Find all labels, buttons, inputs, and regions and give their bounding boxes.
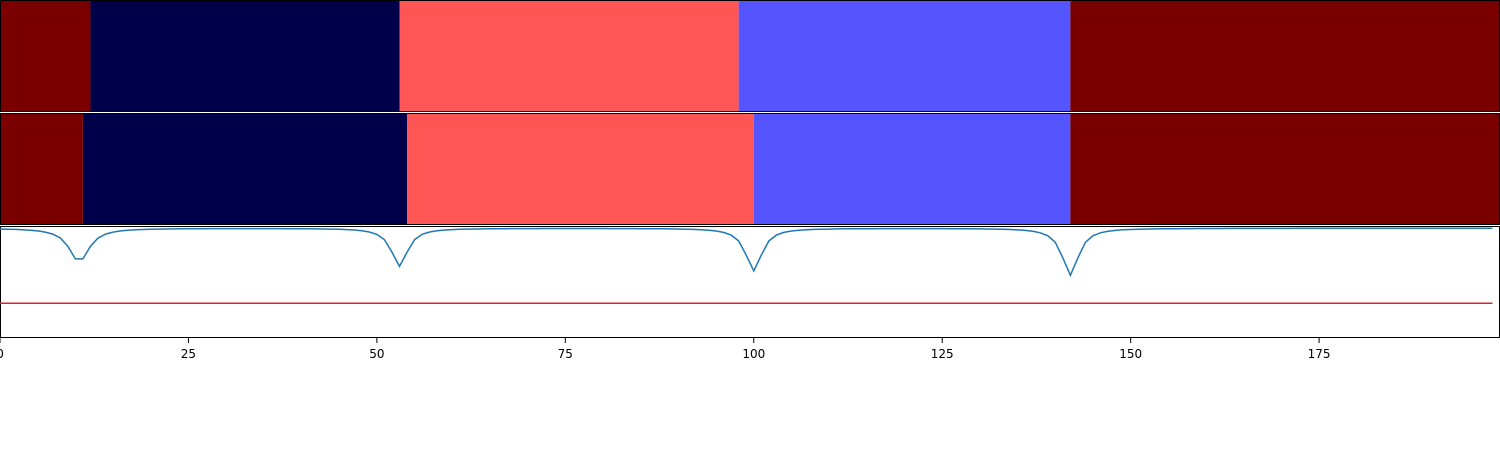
x-tick-label: 25 [181, 347, 196, 361]
signal-line [0, 227, 1493, 278]
row-2-segment-5 [1070, 113, 1500, 225]
x-tick-label: 150 [1119, 347, 1142, 361]
row-1-segment-1 [0, 0, 91, 112]
row-2-segment-4 [753, 113, 1071, 225]
segment-rows [0, 0, 1500, 225]
row-1-segment-5 [1070, 0, 1500, 112]
row-1-segment-3 [399, 0, 739, 112]
row-2-segment-1 [0, 113, 83, 225]
x-tick-label: 100 [742, 347, 765, 361]
x-tick-label: 175 [1308, 347, 1331, 361]
x-axis: 0 25 50 75 100 125 150 175 [0, 338, 1331, 361]
signal-panel [0, 226, 1500, 338]
signal-panel-frame [0, 226, 1500, 338]
x-tick-label: 50 [369, 347, 384, 361]
row-1-segment-2 [90, 0, 400, 112]
row-2-segment-3 [407, 113, 754, 225]
row-1-segment-4 [738, 0, 1071, 112]
x-tick-label: 125 [931, 347, 954, 361]
x-tick-label: 75 [558, 347, 573, 361]
x-tick-label: 0 [0, 347, 4, 361]
row-2-segment-2 [82, 113, 408, 225]
